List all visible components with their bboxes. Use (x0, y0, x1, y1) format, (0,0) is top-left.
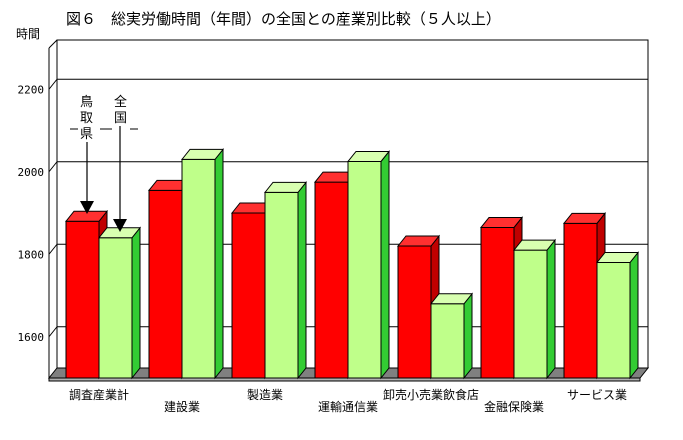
bar-top (429, 293, 474, 305)
bar-front (563, 222, 598, 379)
gridline-side (48, 243, 58, 255)
chart-title: 図６ 総実労働時間（年間）の全国との産業別比較（５人以上） (66, 10, 501, 28)
x-tick-label: 卸売小売業飲食店 (383, 387, 479, 402)
bar-side (546, 238, 556, 380)
x-tick-label: 調査産業計 (69, 387, 129, 402)
x-tick-label: 製造業 (247, 388, 283, 402)
arrow-head-national (113, 219, 127, 232)
bar-side (214, 147, 224, 380)
bar-side (629, 251, 639, 380)
annotation-tottori-char1: 鳥 (80, 95, 93, 110)
y-tick-labels: 1600 1800 2000 2200 (18, 83, 45, 344)
bar-front (596, 262, 631, 379)
annotation-national-char1: 全 (114, 94, 127, 110)
bar (263, 180, 308, 380)
bar (97, 226, 142, 380)
left-wall-top (48, 39, 58, 49)
bar-side (131, 226, 141, 380)
gridline-side (48, 326, 58, 338)
x-tick-label: 金融保険業 (484, 399, 544, 414)
bar (512, 238, 557, 380)
bar-front (231, 212, 266, 379)
bar-top (97, 227, 142, 239)
bar-side (463, 292, 473, 380)
bar (562, 211, 607, 380)
bar-front (65, 220, 100, 379)
gridline-side (48, 161, 58, 173)
y-tick-label: 1600 (18, 331, 45, 344)
bars (64, 147, 640, 380)
bar-front (314, 181, 349, 379)
bar-top (263, 181, 308, 193)
annotation-tottori-char3: 県 (80, 127, 93, 142)
bar-front (181, 158, 216, 379)
bar-top (595, 252, 640, 263)
bar-top (562, 212, 607, 224)
bar (595, 251, 640, 380)
bar-side (380, 150, 390, 380)
bar-side (297, 180, 307, 380)
y-axis-label: 時間 (16, 27, 40, 41)
bar-top (64, 210, 109, 222)
annotation-national-char2: 国 (114, 111, 127, 126)
bar-front (513, 249, 548, 379)
bar-top (396, 235, 441, 247)
y-tick-label: 2200 (18, 83, 45, 96)
bar-top (512, 239, 557, 251)
bar-front (98, 237, 133, 379)
y-tick-label: 1800 (18, 248, 45, 261)
bar-front (397, 245, 432, 379)
bar-top (479, 216, 524, 228)
bar-front (148, 189, 183, 379)
bar (346, 150, 391, 380)
x-tick-label: サービス業 (567, 388, 627, 402)
bar (429, 292, 474, 380)
arrow-head-tottori (80, 201, 94, 214)
annotation-tottori-char2: 取 (80, 111, 93, 126)
x-tick-label: 建設業 (164, 399, 200, 414)
bar-front (347, 160, 382, 379)
bar-front (264, 191, 299, 379)
x-tick-label: 運輸通信業 (318, 399, 378, 414)
series-annotations: 鳥 取 県 全 国 (70, 94, 138, 232)
bar-front (430, 303, 465, 379)
bar-front (480, 226, 515, 379)
bar (180, 147, 225, 380)
bar-top (346, 150, 391, 162)
gridline-side (48, 78, 58, 90)
y-tick-label: 2000 (18, 166, 45, 179)
bar-top (180, 148, 225, 160)
